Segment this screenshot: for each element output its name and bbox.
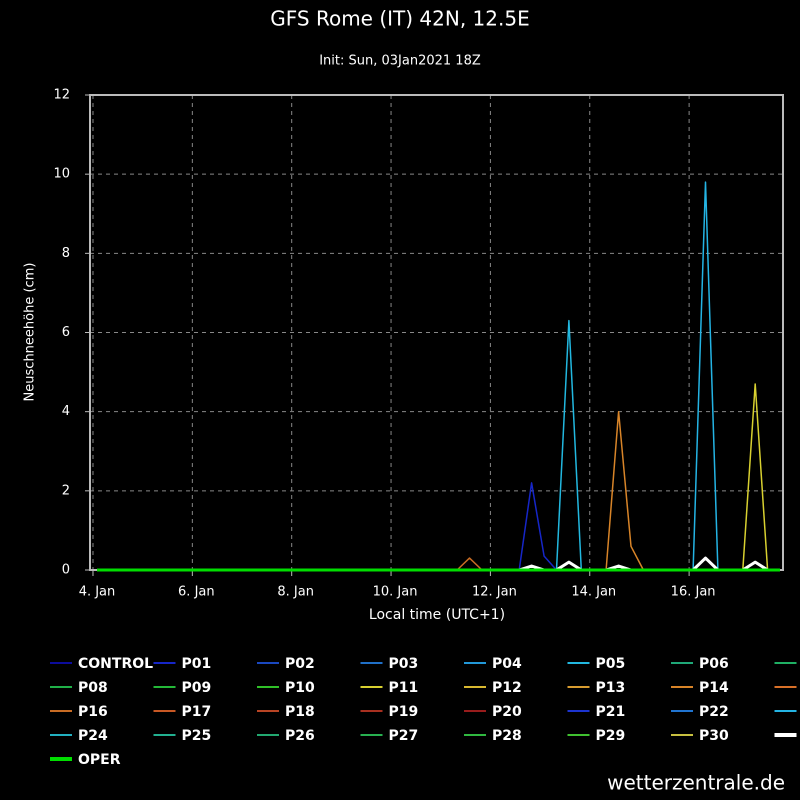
x-tick-label: 8. Jan: [277, 585, 314, 600]
legend-label: P03: [389, 656, 419, 672]
legend-label: P12: [492, 680, 522, 696]
legend-label: P20: [492, 704, 522, 720]
legend-label: P19: [389, 704, 419, 720]
legend-label: P05: [596, 656, 626, 672]
legend-label: P18: [285, 704, 315, 720]
chart-subtitle: Init: Sun, 03Jan2021 18Z: [319, 54, 481, 69]
legend-label: P13: [596, 680, 626, 696]
x-tick-label: 14. Jan: [571, 585, 616, 600]
y-tick-label: 8: [62, 246, 70, 261]
legend-label: P02: [285, 656, 315, 672]
legend-label: CONTROL: [78, 656, 153, 672]
legend-label: P16: [78, 704, 108, 720]
legend-label: P21: [596, 704, 626, 720]
legend-label: P30: [699, 728, 729, 744]
legend-label: P25: [182, 728, 212, 744]
legend-label: P22: [699, 704, 729, 720]
legend-label: P10: [285, 680, 315, 696]
y-tick-label: 6: [62, 325, 70, 340]
legend-label: P29: [596, 728, 626, 744]
legend-label: OPER: [78, 752, 121, 768]
legend-label: P08: [78, 680, 108, 696]
x-tick-label: 10. Jan: [373, 585, 418, 600]
chart-title: GFS Rome (IT) 42N, 12.5E: [270, 7, 529, 31]
legend-label: P06: [699, 656, 729, 672]
x-tick-label: 16. Jan: [671, 585, 716, 600]
x-tick-label: 12. Jan: [472, 585, 517, 600]
y-tick-label: 12: [53, 88, 70, 103]
y-tick-label: 2: [62, 483, 70, 498]
legend-label: P26: [285, 728, 315, 744]
x-tick-label: 6. Jan: [178, 585, 215, 600]
legend-label: P09: [182, 680, 212, 696]
y-axis-label: Neuschneehöhe (cm): [23, 263, 38, 402]
x-axis-label: Local time (UTC+1): [369, 607, 505, 623]
legend-label: P01: [182, 656, 212, 672]
x-tick-label: 4. Jan: [79, 585, 116, 600]
y-tick-label: 4: [62, 404, 70, 419]
legend-label: P24: [78, 728, 108, 744]
legend-label: P27: [389, 728, 419, 744]
legend-label: P28: [492, 728, 522, 744]
legend-label: P04: [492, 656, 522, 672]
watermark: wetterzentrale.de: [607, 771, 785, 795]
legend-label: P17: [182, 704, 212, 720]
y-tick-label: 10: [53, 167, 70, 182]
legend-label: P11: [389, 680, 419, 696]
legend-label: P14: [699, 680, 729, 696]
y-tick-label: 0: [62, 563, 70, 578]
